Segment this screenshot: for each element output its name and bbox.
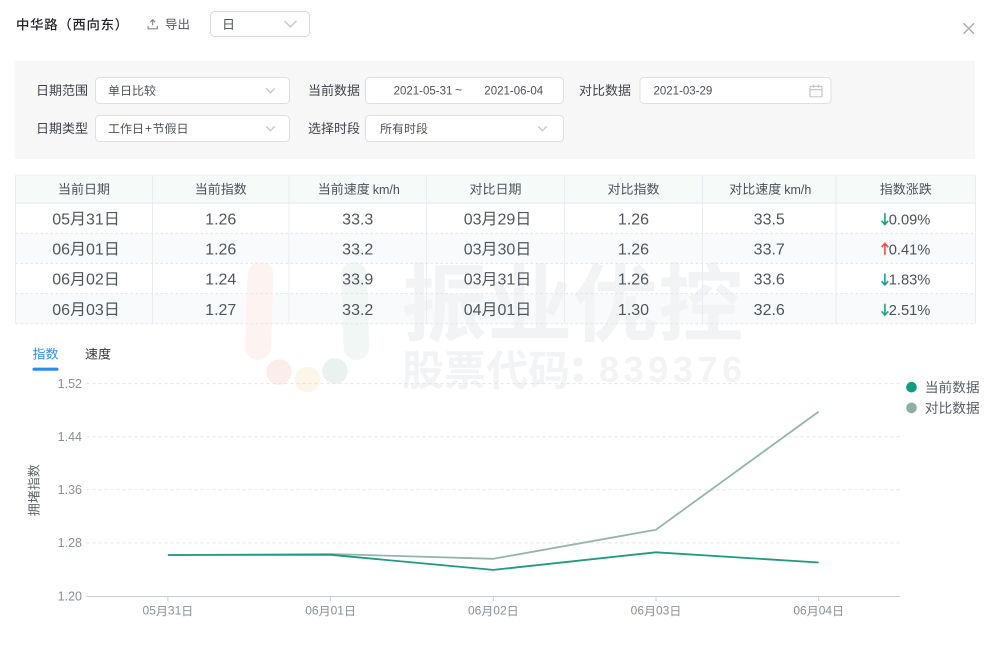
svg-text:06: 06 [468,604,482,618]
svg-text:33.9: 33.9 [342,272,373,289]
svg-text:1.26: 1.26 [618,242,649,259]
svg-text:06: 06 [631,604,645,618]
svg-text:03: 03 [464,272,482,289]
svg-text:31: 31 [168,604,182,618]
svg-text:2021-05-31: 2021-05-31 [394,86,453,98]
svg-text:01: 01 [331,604,345,618]
svg-text:03: 03 [656,604,670,618]
svg-text:1.52: 1.52 [58,377,82,391]
svg-text:2.51%: 2.51% [889,303,931,319]
svg-text:1.28: 1.28 [58,536,82,550]
svg-text:33.2: 33.2 [342,302,373,319]
svg-text:33.5: 33.5 [754,211,785,228]
svg-text:+: + [145,122,152,136]
svg-text:06: 06 [305,604,319,618]
svg-text:06: 06 [52,302,70,319]
svg-text:~: ~ [455,83,462,97]
svg-text:1.24: 1.24 [205,272,236,289]
svg-text:1.26: 1.26 [618,211,649,228]
svg-text:06: 06 [52,242,70,259]
svg-text:1.20: 1.20 [58,589,82,603]
svg-text:33.7: 33.7 [754,242,785,259]
svg-text:km/h: km/h [373,183,400,197]
svg-text:1.36: 1.36 [58,483,82,497]
svg-text:02: 02 [493,604,507,618]
svg-text:1.27: 1.27 [205,302,236,319]
svg-text:01: 01 [86,242,104,259]
svg-text:02: 02 [86,272,104,289]
svg-text:03: 03 [464,242,482,259]
svg-text:1.30: 1.30 [618,302,649,319]
svg-text:1.26: 1.26 [618,272,649,289]
svg-text:04: 04 [819,604,833,618]
svg-text:0.41%: 0.41% [889,243,931,259]
svg-text:04: 04 [464,302,482,319]
svg-text:31: 31 [86,211,104,228]
svg-text:33.3: 33.3 [342,211,373,228]
svg-text:0.09%: 0.09% [889,212,931,228]
svg-text:05: 05 [52,211,70,228]
svg-text:32.6: 32.6 [754,302,785,319]
svg-text:05: 05 [143,604,157,618]
svg-text:03: 03 [86,302,104,319]
svg-text:2021-03-29: 2021-03-29 [654,86,713,98]
svg-text:1.26: 1.26 [205,211,236,228]
svg-text:1.83%: 1.83% [889,273,931,289]
svg-text:31: 31 [498,272,516,289]
svg-text:03: 03 [464,211,482,228]
svg-text:km/h: km/h [784,183,811,197]
svg-text:1.44: 1.44 [58,430,82,444]
svg-text:01: 01 [498,302,516,319]
svg-text:33.6: 33.6 [754,272,785,289]
svg-text:1.26: 1.26 [205,242,236,259]
svg-text:30: 30 [498,242,516,259]
svg-text:06: 06 [52,272,70,289]
svg-text:29: 29 [498,211,516,228]
svg-text:06: 06 [793,604,807,618]
svg-text:33.2: 33.2 [342,242,373,259]
svg-text:2021-06-04: 2021-06-04 [484,86,543,98]
